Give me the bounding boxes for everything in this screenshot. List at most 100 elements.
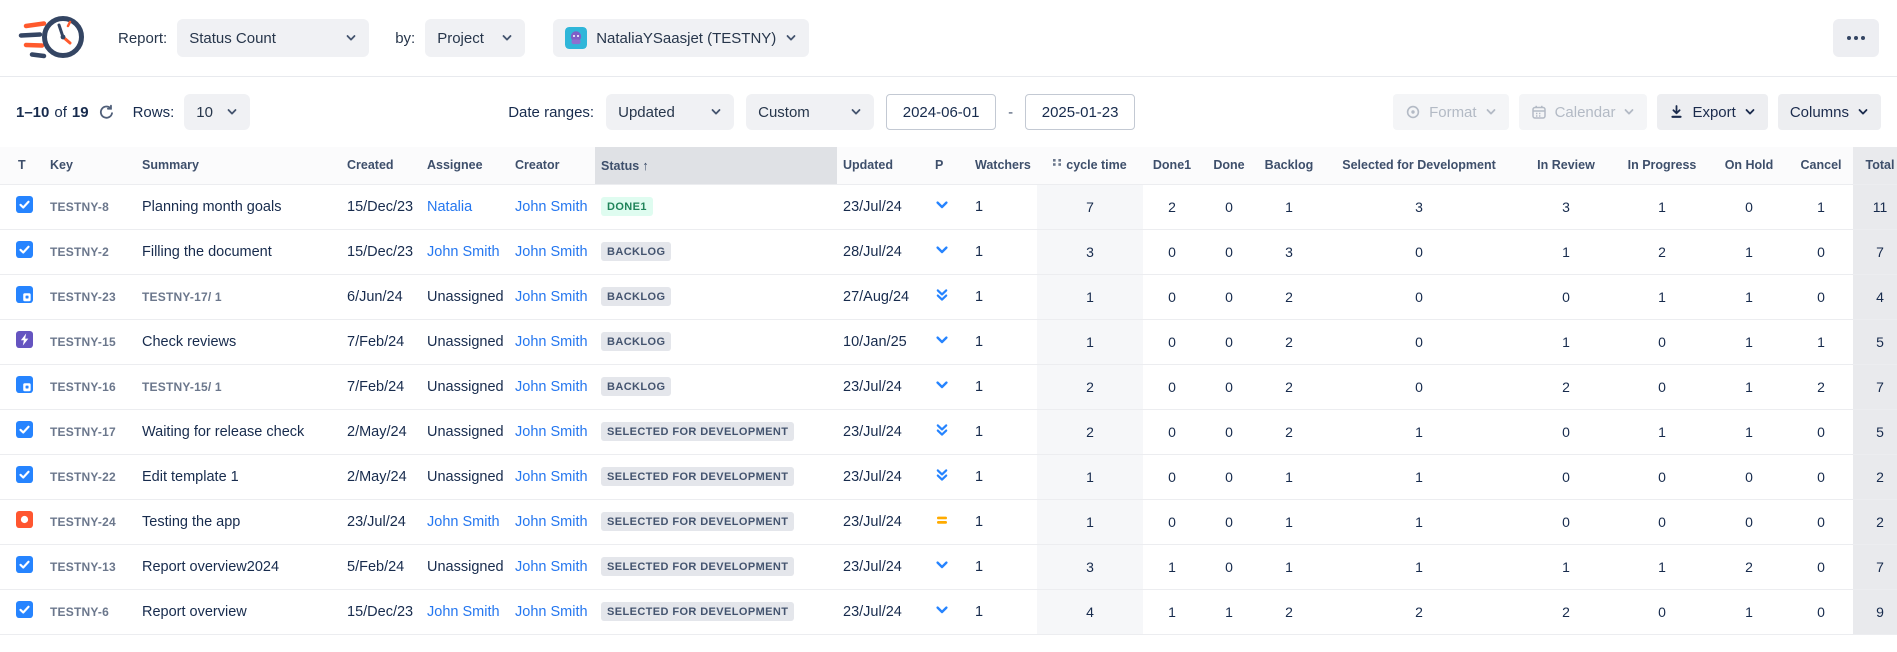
creator[interactable]: John Smith [515,423,588,440]
issue-key[interactable]: TESTNY-23 [50,289,116,304]
col-header-watchers[interactable]: Watchers [969,147,1037,184]
col-header-backlog[interactable]: Backlog [1257,147,1321,184]
creator[interactable]: John Smith [515,468,588,485]
assignee[interactable]: Unassigned [427,468,504,485]
issue-table-container: T Key Summary Created Assignee Creator S… [0,147,1897,652]
columns-button[interactable]: Columns [1777,94,1881,130]
issue-summary[interactable]: Waiting for release check [142,423,305,440]
issue-key[interactable]: TESTNY-16 [50,379,116,394]
creator[interactable]: John Smith [515,558,588,575]
col-header-updated[interactable]: Updated [837,147,929,184]
creator[interactable]: John Smith [515,288,588,305]
creator[interactable]: John Smith [515,513,588,530]
col-header-total[interactable]: Total [1853,147,1897,184]
col-header-summary[interactable]: Summary [136,147,341,184]
col-header-done[interactable]: Done [1201,147,1257,184]
creator-cell: John Smith [509,274,595,320]
more-actions-button[interactable] [1833,19,1879,57]
assignee[interactable]: Unassigned [427,333,504,350]
issue-summary[interactable]: TESTNY-15/ 1 [142,379,222,394]
issue-key[interactable]: TESTNY-6 [50,604,109,619]
issue-summary[interactable]: Report overview2024 [142,558,280,575]
col-header-in-review[interactable]: In Review [1517,147,1615,184]
assignee[interactable]: Natalia [427,198,473,215]
table-row[interactable]: TESTNY-17 Waiting for release check 2/Ma… [0,409,1897,455]
issue-summary[interactable]: Report overview [142,603,247,620]
done-cell: 0 [1201,499,1257,545]
col-header-key[interactable]: Key [44,147,136,184]
calendar-button[interactable]: Calendar [1518,94,1648,130]
creator[interactable]: John Smith [515,198,588,215]
assignee[interactable]: John Smith [427,243,500,260]
creator[interactable]: John Smith [515,378,588,395]
creator-cell: John Smith [509,319,595,365]
issue-key[interactable]: TESTNY-8 [50,199,109,214]
summary-cell: Report overview2024 [136,544,341,590]
assignee-cell: John Smith [421,499,509,545]
date-from-input[interactable]: 2024-06-01 [886,94,997,130]
table-row[interactable]: TESTNY-6 Report overview 15/Dec/23 John … [0,589,1897,635]
col-header-on-hold[interactable]: On Hold [1709,147,1789,184]
table-row[interactable]: TESTNY-15 Check reviews 7/Feb/24 Unassig… [0,319,1897,365]
date-mode-select[interactable]: Custom [746,94,875,130]
issue-summary[interactable]: Edit template 1 [142,468,239,485]
table-row[interactable]: TESTNY-8 Planning month goals 15/Dec/23 … [0,183,1897,230]
date-field-select[interactable]: Updated [606,94,735,130]
col-header-cancel[interactable]: Cancel [1789,147,1853,184]
col-header-creator[interactable]: Creator [509,147,595,184]
issue-key[interactable]: TESTNY-24 [50,514,116,529]
col-header-selected-for-development[interactable]: Selected for Development [1321,147,1517,184]
priority-cell [929,319,969,365]
issue-summary[interactable]: Filling the document [142,243,272,260]
issue-key[interactable]: TESTNY-13 [50,559,116,574]
table-row[interactable]: TESTNY-16 TESTNY-15/ 1 7/Feb/24 Unassign… [0,364,1897,410]
summary-cell: Testing the app [136,499,341,545]
table-row[interactable]: TESTNY-23 TESTNY-17/ 1 6/Jun/24 Unassign… [0,274,1897,320]
assignee[interactable]: Unassigned [427,558,504,575]
col-header-assignee[interactable]: Assignee [421,147,509,184]
table-row[interactable]: TESTNY-13 Report overview2024 5/Feb/24 U… [0,544,1897,590]
issue-summary[interactable]: Planning month goals [142,198,282,215]
format-label: Format [1429,103,1477,121]
rows-per-page-select[interactable]: 10 [184,94,251,130]
issue-summary[interactable]: Check reviews [142,333,237,350]
project-select[interactable]: NataliaYSaasjet (TESTNY) [553,19,810,57]
creator[interactable]: John Smith [515,603,588,620]
watchers-cell: 1 [969,454,1037,500]
issue-key[interactable]: TESTNY-22 [50,469,116,484]
col-header-created[interactable]: Created [341,147,421,184]
issue-key[interactable]: TESTNY-2 [50,244,109,259]
format-button[interactable]: Format [1393,94,1509,130]
col-header-priority[interactable]: P [929,147,969,184]
issue-key[interactable]: TESTNY-15 [50,334,116,349]
date-to-input[interactable]: 2025-01-23 [1025,94,1136,130]
report-type-select[interactable]: Status Count [177,19,370,57]
table-row[interactable]: TESTNY-22 Edit template 1 2/May/24 Unass… [0,454,1897,500]
subtask-icon [16,376,33,393]
date-separator: - [1008,103,1014,121]
creator[interactable]: John Smith [515,333,588,350]
assignee[interactable]: John Smith [427,513,500,530]
issue-summary[interactable]: Testing the app [142,513,241,530]
col-header-type[interactable]: T [0,147,44,184]
chevron-down-icon [1745,109,1755,115]
issue-summary[interactable]: TESTNY-17/ 1 [142,289,222,304]
assignee[interactable]: Unassigned [427,288,504,305]
table-row[interactable]: TESTNY-2 Filling the document 15/Dec/23 … [0,229,1897,275]
col-header-status[interactable]: Status ↑ [595,147,837,184]
assignee[interactable]: John Smith [427,603,500,620]
assignee[interactable]: Unassigned [427,423,504,440]
refresh-icon[interactable] [98,104,115,121]
col-header-cycle-time[interactable]: cycle time [1037,147,1143,184]
issue-key[interactable]: TESTNY-17 [50,424,116,439]
assignee[interactable]: Unassigned [427,378,504,395]
rows-label: Rows: [132,103,175,121]
export-button[interactable]: Export [1657,94,1768,130]
table-row[interactable]: TESTNY-24 Testing the app 23/Jul/24 John… [0,499,1897,545]
creator[interactable]: John Smith [515,243,588,260]
watchers-cell: 1 [969,409,1037,455]
col-header-in-progress[interactable]: In Progress [1615,147,1709,184]
group-by-select[interactable]: Project [425,19,526,57]
status-header-label: Status [601,158,640,173]
col-header-done1[interactable]: Done1 [1143,147,1201,184]
